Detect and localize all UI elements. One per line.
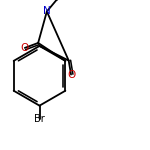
Text: N: N: [43, 6, 51, 16]
Text: Br: Br: [34, 114, 45, 124]
Text: O: O: [67, 70, 75, 80]
Text: O: O: [21, 43, 29, 53]
